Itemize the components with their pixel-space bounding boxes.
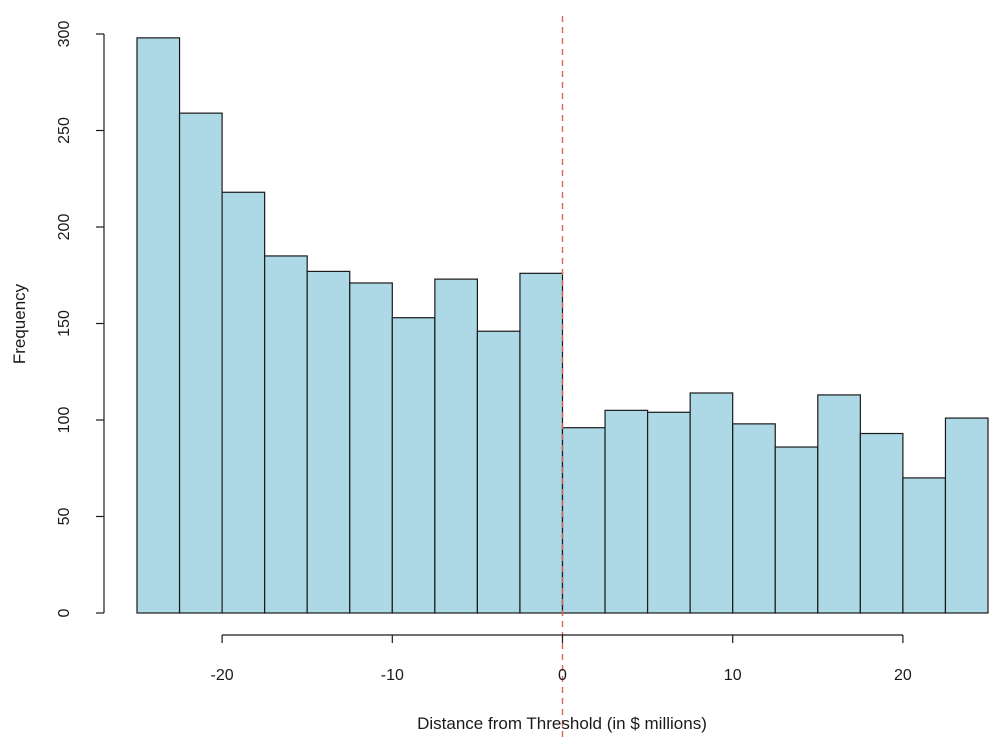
y-axis: 0 50 100 150 200 250 300	[56, 21, 105, 617]
y-tick-label: 250	[56, 117, 73, 144]
x-tick-label: -10	[381, 667, 404, 684]
histogram-bar	[859, 432, 904, 614]
histogram-bar	[604, 409, 649, 614]
histogram-bar	[178, 112, 223, 614]
y-tick-label: 300	[56, 21, 73, 48]
histogram-bars	[136, 37, 989, 614]
histogram-bar	[476, 330, 521, 614]
x-axis-title: Distance from Threshold (in $ millions)	[417, 714, 707, 733]
histogram-bar	[561, 427, 606, 614]
histogram-bar	[349, 282, 393, 614]
histogram-bar	[264, 255, 308, 614]
x-tick-label: 0	[558, 667, 567, 684]
x-tick-label: 20	[894, 667, 912, 684]
histogram-bar	[689, 392, 734, 614]
x-tick-label: 10	[724, 667, 742, 684]
histogram-bar	[306, 270, 351, 614]
y-tick-label: 100	[56, 407, 73, 434]
histogram-bar	[732, 423, 776, 614]
x-tick-label: -20	[211, 667, 234, 684]
x-axis: -20 -10 0 10 20	[211, 634, 912, 684]
histogram-bar	[902, 477, 947, 614]
histogram-bar	[817, 394, 861, 614]
histogram-bar	[221, 191, 266, 614]
histogram-bar	[944, 417, 989, 614]
histogram-bar	[646, 411, 691, 614]
histogram-bar	[391, 317, 436, 614]
y-tick-label: 50	[56, 508, 73, 526]
y-axis-title: Frequency	[10, 283, 29, 364]
histogram-bar	[519, 272, 564, 614]
histogram-bar	[434, 278, 479, 614]
y-tick-label: 0	[56, 608, 73, 617]
y-tick-label: 200	[56, 214, 73, 241]
y-tick-label: 150	[56, 310, 73, 337]
histogram-bar	[774, 446, 819, 614]
histogram-bar	[136, 37, 181, 614]
